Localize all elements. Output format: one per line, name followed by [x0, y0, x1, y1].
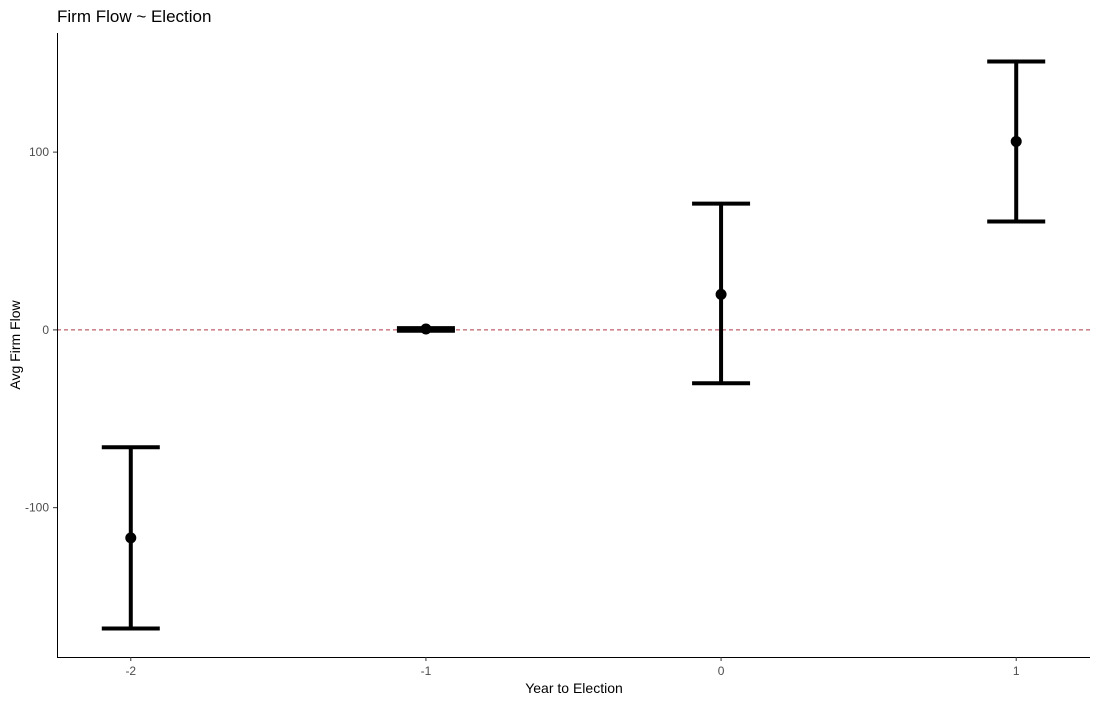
errorbar-group — [692, 201, 751, 386]
data-point — [420, 323, 432, 335]
errorbar-group — [987, 59, 1046, 224]
x-tick-label: -2 — [125, 664, 136, 678]
data-point — [715, 288, 727, 300]
errorbar-group — [396, 323, 455, 335]
y-axis-ticks: -100 0 100 — [25, 145, 57, 515]
chart-title: Firm Flow ~ Election — [57, 7, 211, 26]
y-tick-label: -100 — [25, 501, 49, 515]
data-point — [125, 532, 137, 544]
y-tick-label: 0 — [42, 323, 49, 337]
x-tick-label: 1 — [1013, 664, 1020, 678]
plot-area — [57, 59, 1090, 631]
x-axis-title: Year to Election — [525, 680, 623, 696]
x-tick-label: -1 — [421, 664, 432, 678]
x-tick-label: 0 — [718, 664, 725, 678]
data-point — [1010, 135, 1022, 147]
y-axis-title: Avg Firm Flow — [7, 300, 23, 390]
y-tick-label: 100 — [29, 145, 49, 159]
x-axis-ticks: -2 -1 0 1 — [125, 657, 1020, 678]
errorbar-group — [101, 445, 160, 631]
